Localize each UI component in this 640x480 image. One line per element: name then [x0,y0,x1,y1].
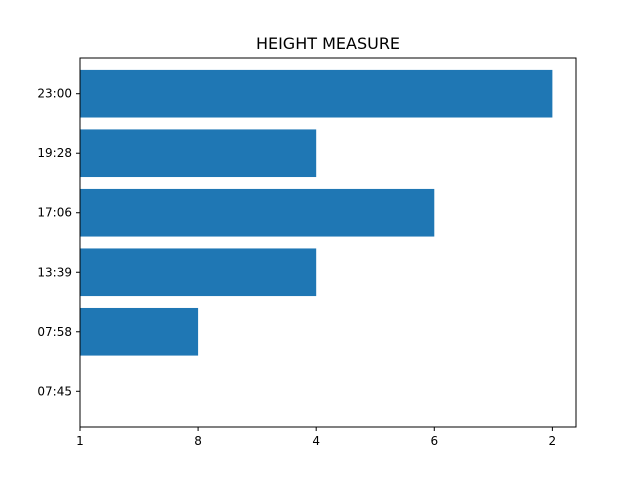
bar-1706 [80,188,435,237]
bar-1928 [80,129,317,178]
bar-1339 [80,248,317,297]
y-tick-label: 17:06 [37,206,72,220]
y-tick-label: 19:28 [37,146,72,160]
plot-frame [79,57,577,428]
x-tick-label: 6 [430,434,438,448]
x-tick-label: 4 [312,434,320,448]
y-tick-label: 07:58 [37,325,72,339]
y-tick-label: 13:39 [37,265,72,279]
chart-title: HEIGHT MEASURE [256,34,400,53]
bar-0758 [80,307,199,356]
y-tick-label: 23:00 [37,87,72,101]
bar-2300 [80,69,553,118]
bars-group [80,69,553,356]
x-tick-label: 1 [76,434,84,448]
x-tick-label: 8 [194,434,202,448]
y-axis: 07:45 07:58 13:39 17:06 19:28 23:00 [37,87,80,398]
x-axis: 1 8 4 6 2 [76,427,556,448]
y-tick-label: 07:45 [37,384,72,398]
x-tick-label: 2 [549,434,557,448]
